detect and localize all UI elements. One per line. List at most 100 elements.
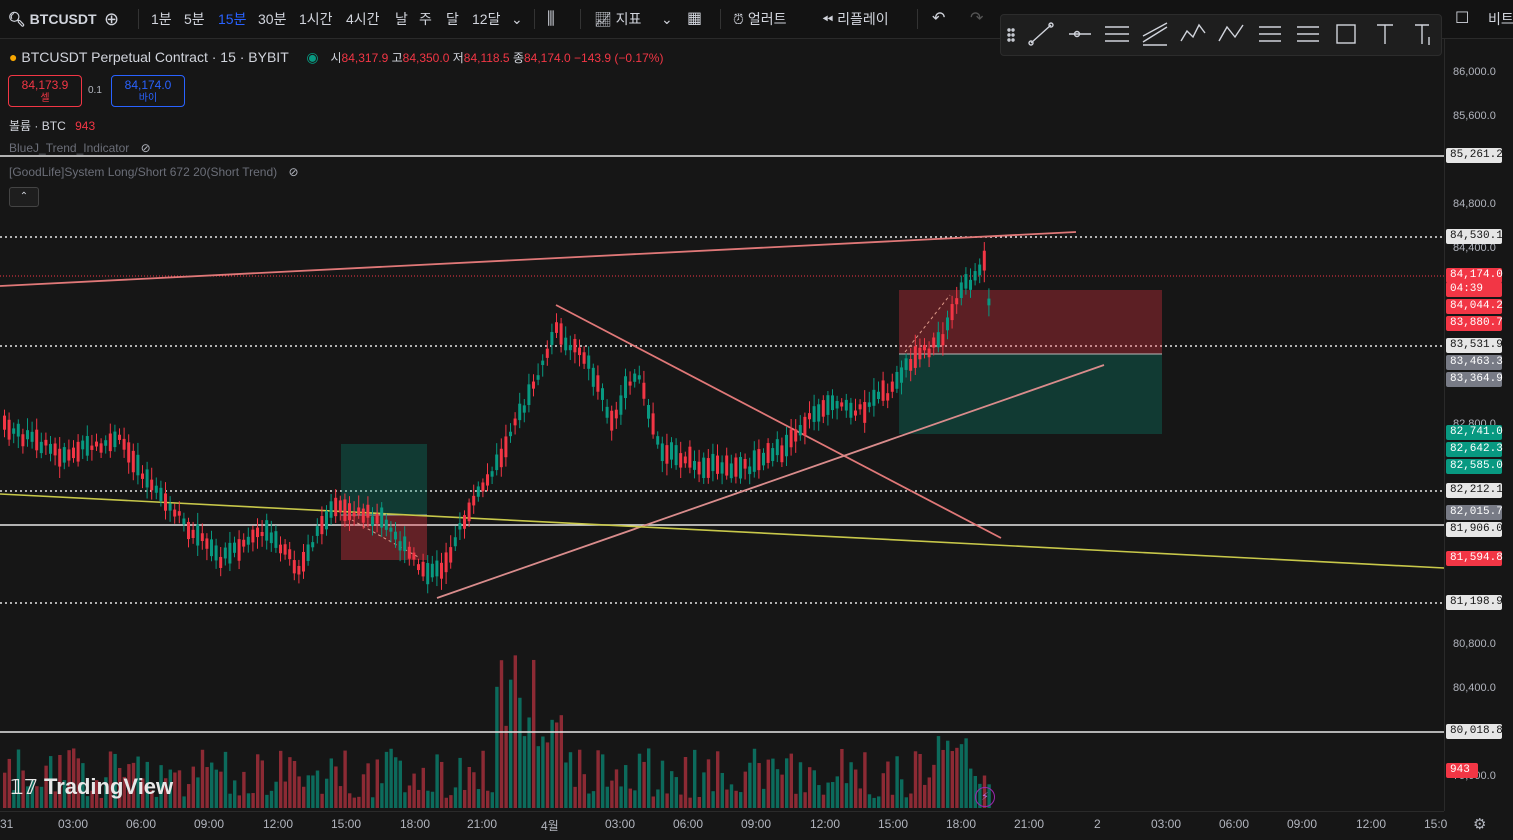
candle-body (568, 345, 572, 351)
add-symbol-icon[interactable]: ⊕ (104, 9, 120, 29)
volume-bar (748, 762, 752, 808)
interval-15m[interactable]: 15분 (218, 11, 247, 27)
eye-hidden-icon[interactable]: ⊘ (140, 141, 151, 155)
candle-body (154, 485, 158, 493)
candle-body (789, 429, 793, 448)
interval-1m[interactable]: 1분 (151, 11, 172, 27)
right-menu-label[interactable]: 비트 (1488, 11, 1513, 27)
candle-body (361, 508, 365, 523)
candle-body (798, 425, 802, 436)
volume-bar (495, 686, 499, 808)
volume-bar (587, 793, 591, 808)
lightning-icon[interactable]: ⚡ (975, 787, 995, 807)
price-tag: 82,212.1 (1446, 483, 1503, 498)
time-tick: 09:00 (741, 817, 772, 831)
volume-bar (348, 793, 352, 808)
price-chart[interactable] (0, 39, 1444, 811)
candle-body (826, 395, 830, 415)
candle-body (555, 322, 558, 333)
price-tag: 81,594.8 (1446, 551, 1503, 566)
candle-body (90, 445, 94, 450)
candle-body (706, 458, 710, 478)
checkbox-icon[interactable]: ☐ (1455, 10, 1470, 27)
indicators-button[interactable]: 📈︎ 지표 (594, 0, 641, 38)
time-tick: 12:00 (263, 817, 294, 831)
interval-1h[interactable]: 1시간 (299, 11, 333, 27)
regression-trend-icon[interactable] (1142, 22, 1168, 46)
trend-line-icon[interactable] (1028, 22, 1054, 46)
alert-button[interactable]: ⏰︎ 얼러트 (733, 0, 786, 38)
low-value: 84,118.5 (463, 51, 510, 65)
volume-bar (228, 793, 232, 808)
symbol-search-button[interactable]: 🔍︎ BTCUSDT (8, 0, 97, 38)
candle-body (182, 518, 186, 525)
layout-grid-icon[interactable]: ▦ (687, 10, 703, 27)
volume-bar (946, 740, 950, 808)
price-tick: 85,600.0 (1453, 110, 1496, 122)
volume-bar (118, 767, 122, 808)
candle-body (242, 539, 246, 547)
candle-body (467, 502, 471, 522)
candles-icon[interactable]: ⫼ (547, 9, 555, 28)
candle-body (881, 380, 885, 401)
volume-label: 볼륨 · BTC (9, 119, 66, 133)
indicator-1[interactable]: BlueJ_Trend_Indicator ⊘ (9, 141, 151, 155)
sell-button[interactable]: 84,173.9 셀 (8, 75, 82, 107)
eye-hidden-icon[interactable]: ⊘ (288, 165, 299, 179)
candle-body (541, 360, 545, 366)
interval-30m[interactable]: 30분 (258, 11, 287, 27)
interval-week[interactable]: 주 (419, 11, 432, 27)
rectangle-icon[interactable] (1336, 24, 1356, 44)
volume-bar (522, 736, 527, 808)
volume-bar (858, 788, 862, 808)
interval-month[interactable]: 달 (446, 11, 459, 27)
volume-bar (380, 783, 384, 808)
elliott-wave-icon[interactable] (1180, 23, 1206, 42)
candle-body (670, 442, 673, 460)
candle-body (449, 547, 453, 563)
interval-day[interactable]: 날 (395, 11, 408, 27)
long-position-target (341, 444, 427, 515)
candle-body (223, 547, 227, 559)
chevron-down-icon[interactable]: ⌄ (661, 11, 673, 27)
drag-handle-icon[interactable] (1007, 28, 1015, 42)
collapse-legend-icon[interactable]: ⌃ (9, 187, 39, 207)
indicator-2[interactable]: [GoodLife]System Long/Short 672 20(Short… (9, 165, 299, 179)
undo-icon[interactable]: ↶ (932, 10, 946, 27)
trendlines[interactable] (0, 231, 1444, 599)
time-axis[interactable]: 31 03:00 06:00 09:00 12:00 15:00 18:00 21:00 4월 0… (0, 811, 1447, 840)
redo-icon[interactable]: ↷ (970, 10, 984, 27)
parallel-channel-icon[interactable] (1105, 26, 1129, 42)
text-anchored-icon[interactable] (1415, 24, 1430, 45)
volume-bar (683, 756, 688, 808)
abc-pattern-icon[interactable] (1218, 24, 1244, 42)
volume-bar (403, 792, 407, 808)
volume-bar (334, 766, 338, 808)
interval-12month[interactable]: 12달 (472, 11, 501, 27)
buy-button[interactable]: 84,174.0 바이 (111, 75, 185, 107)
fib-extension-icon[interactable] (1297, 26, 1319, 42)
volume-bar (394, 757, 398, 808)
interval-5m[interactable]: 5분 (184, 11, 205, 27)
volume-legend[interactable]: 볼륨 · BTC 943 (9, 117, 95, 134)
candle-body (683, 456, 687, 464)
candle-body (269, 532, 273, 544)
volume-bar (30, 780, 34, 808)
fib-retracement-icon[interactable] (1259, 26, 1281, 42)
volume-bar (803, 792, 807, 808)
candle-body (274, 531, 278, 548)
replay-button[interactable]: ⏪︎ 리플레이 (822, 0, 889, 38)
candle-body (476, 486, 480, 497)
volume-bar (844, 783, 849, 808)
candle-body (251, 529, 255, 543)
time-tick: 21:00 (467, 817, 498, 831)
text-icon[interactable] (1377, 24, 1393, 44)
chevron-down-icon[interactable]: ⌄ (511, 11, 523, 27)
horizontal-ray-icon[interactable] (1069, 30, 1091, 38)
candle-body (210, 539, 213, 557)
volume-bar (251, 793, 255, 808)
volume-bar (329, 758, 333, 808)
settings-gear-icon[interactable]: ⚙ (1473, 816, 1487, 833)
interval-4h[interactable]: 4시간 (346, 11, 380, 27)
candle-body (941, 334, 945, 346)
